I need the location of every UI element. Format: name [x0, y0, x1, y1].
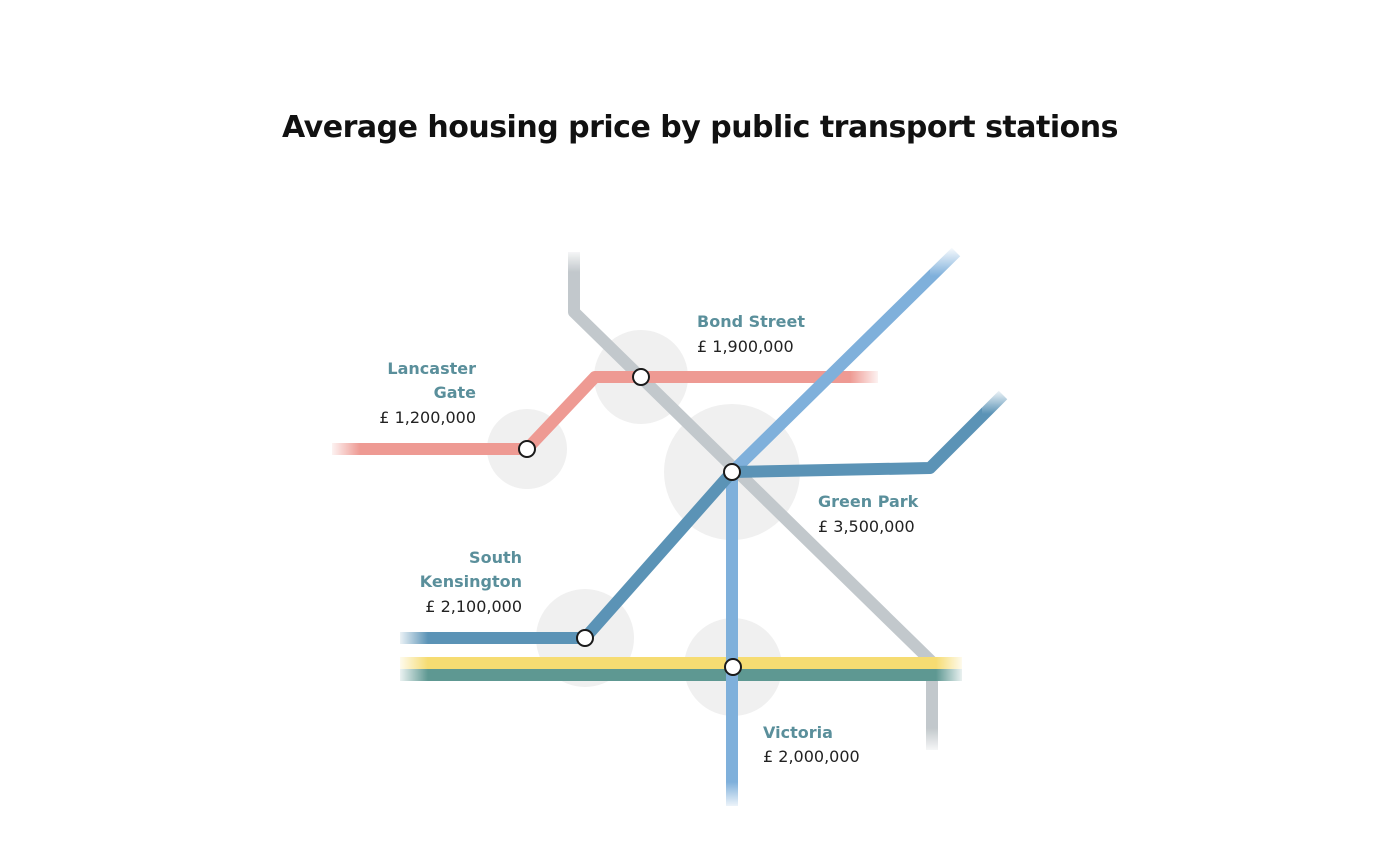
station-name: Green Park: [818, 492, 919, 511]
station-name: Kensington: [420, 572, 522, 591]
station-price: £ 2,000,000: [763, 747, 860, 766]
station-label-green-park: Green Park £ 3,500,000: [818, 492, 919, 536]
station-label-south-kensington: South Kensington £ 2,100,000: [420, 548, 522, 616]
station-name: Bond Street: [697, 312, 805, 331]
transport-lines: [332, 247, 1008, 806]
station-label-victoria: Victoria £ 2,000,000: [763, 723, 860, 766]
station-price: £ 1,200,000: [379, 408, 476, 427]
station-name: Gate: [434, 383, 477, 402]
station-marker-lancaster-gate: [518, 440, 536, 458]
station-marker-bond-street: [632, 368, 650, 386]
station-name: South: [469, 548, 522, 567]
line-end-fades: [328, 246, 1012, 810]
station-name: Lancaster: [387, 359, 476, 378]
station-marker-south-kensington: [576, 629, 594, 647]
station-price: £ 2,100,000: [425, 597, 522, 616]
station-price: £ 1,900,000: [697, 337, 794, 356]
station-marker-green-park: [723, 463, 741, 481]
station-name: Victoria: [763, 723, 833, 742]
grey-line: [568, 252, 938, 750]
red-line: [332, 371, 878, 455]
station-price: £ 3,500,000: [818, 517, 915, 536]
station-markers: [518, 368, 742, 676]
page-title: Average housing price by public transpor…: [282, 110, 1118, 145]
station-label-bond-street: Bond Street £ 1,900,000: [697, 312, 805, 356]
station-label-lancaster-gate: Lancaster Gate £ 1,200,000: [379, 359, 476, 427]
station-marker-victoria: [724, 658, 742, 676]
